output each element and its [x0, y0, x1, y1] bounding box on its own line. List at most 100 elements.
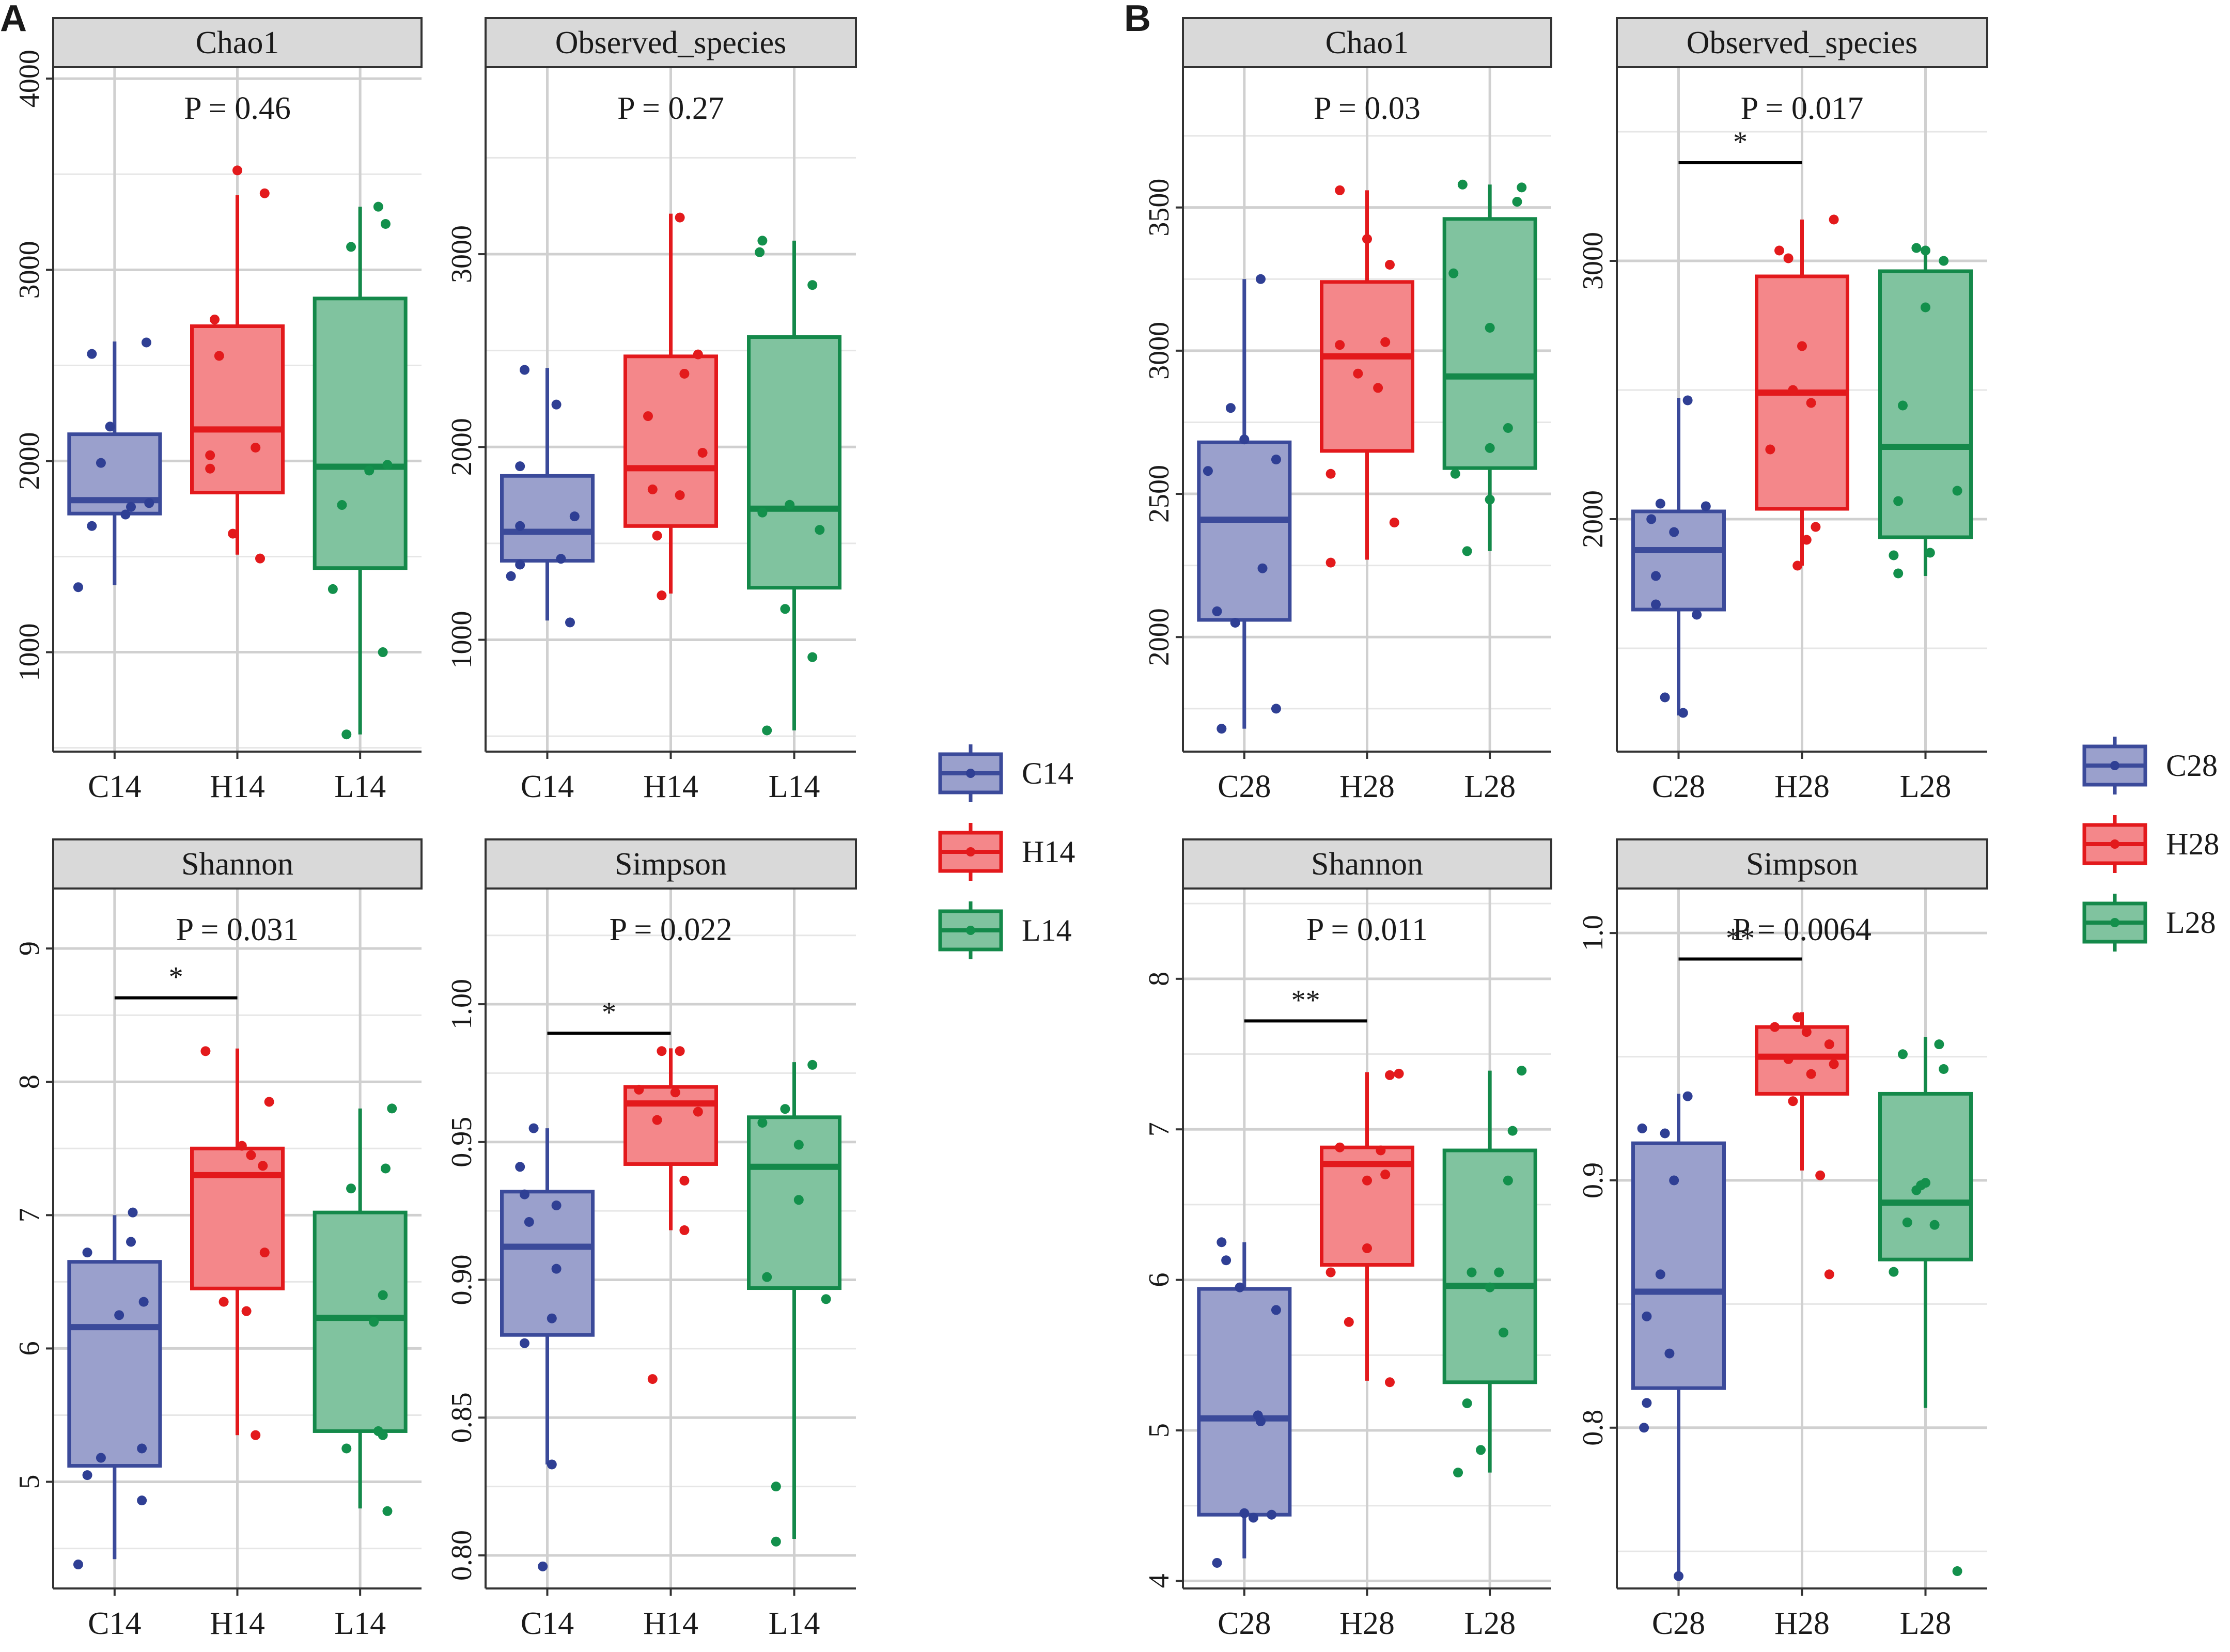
data-point [205, 450, 215, 460]
legend-day14: C14 H14 L14 [938, 744, 1075, 959]
data-point [815, 525, 825, 535]
box-c14 [500, 1128, 595, 1464]
data-point [1692, 610, 1702, 620]
significance-label: ** [1291, 984, 1320, 1016]
data-point [1911, 243, 1922, 253]
data-point [1453, 1468, 1463, 1478]
data-point [755, 247, 765, 257]
box-iqr [313, 297, 408, 570]
x-tick-label: H28 [1774, 1606, 1830, 1641]
data-point [126, 1237, 136, 1247]
data-point [373, 201, 383, 212]
data-point [1362, 234, 1372, 244]
y-tick-label: 2000 [13, 432, 45, 490]
data-point [1646, 514, 1657, 524]
legend-label: H14 [1022, 835, 1075, 869]
box-iqr [1442, 217, 1537, 470]
data-point [1225, 403, 1236, 413]
facet-a-observed_species: P = 0.27 1000 2000 3000 C14 H14 L14 Observed_sp… [446, 17, 857, 804]
data-point [82, 1248, 92, 1258]
data-point [1256, 1416, 1266, 1427]
data-point [1485, 322, 1495, 333]
data-point [807, 280, 818, 290]
data-point [1380, 1170, 1391, 1180]
data-point [780, 604, 790, 614]
box-iqr [1197, 440, 1292, 622]
data-point [346, 1183, 356, 1194]
data-point [793, 1140, 804, 1150]
data-point [1462, 546, 1472, 556]
data-point [1385, 1377, 1395, 1388]
data-point [1517, 182, 1527, 193]
box-h14 [623, 213, 718, 594]
data-point [82, 1470, 92, 1480]
data-point [219, 1297, 229, 1307]
data-point [1639, 1423, 1649, 1433]
data-point [369, 1317, 379, 1327]
legend-label: C28 [2166, 749, 2218, 783]
y-tick-label: 1000 [446, 611, 478, 669]
legend-key-point [2110, 761, 2119, 770]
data-point [1651, 571, 1661, 581]
data-point [670, 1087, 680, 1098]
p-value-label: P = 0.022 [610, 912, 732, 947]
data-point [675, 212, 685, 223]
data-point [1256, 274, 1266, 284]
box-l28 [1878, 1037, 1973, 1408]
y-tick-label: 5 [13, 1475, 45, 1489]
legend-day28: C28 H28 L28 [2082, 737, 2219, 952]
data-point [1929, 1220, 1940, 1230]
y-tick-label: 3000 [1577, 232, 1609, 290]
data-point [259, 1248, 270, 1258]
data-point [382, 460, 393, 470]
data-point [679, 368, 690, 379]
data-point [1494, 1267, 1504, 1277]
data-point [1792, 1012, 1803, 1022]
facet-title: Chao1 [1325, 25, 1409, 60]
data-point [141, 337, 151, 348]
data-point [1925, 548, 1935, 558]
facet-strip [1182, 17, 1552, 68]
x-tick-label: C14 [521, 1606, 574, 1641]
facet-title: Shannon [181, 847, 293, 882]
data-point [515, 1162, 525, 1172]
data-point [520, 1189, 529, 1199]
data-point [1889, 1267, 1899, 1277]
data-point [364, 465, 375, 476]
data-point [675, 1046, 685, 1056]
data-point [697, 447, 708, 458]
y-tick-label: 2000 [1577, 490, 1609, 548]
box-c28 [1197, 1242, 1292, 1559]
legend-key-point [2110, 839, 2119, 849]
data-point [1824, 1039, 1834, 1050]
panel-letter-b: B [1124, 0, 1151, 39]
data-point [693, 349, 703, 360]
x-tick-label: L14 [334, 769, 386, 804]
data-point [1921, 1178, 1930, 1188]
data-point [679, 1175, 690, 1186]
x-tick-label: H28 [1339, 769, 1395, 804]
data-point [757, 1117, 768, 1128]
legend-entry-l14: L14 [938, 901, 1072, 959]
box-iqr [67, 1260, 162, 1468]
data-point [515, 461, 525, 472]
y-tick-label: 6 [1143, 1273, 1175, 1287]
data-point [1898, 1049, 1908, 1059]
p-value-label: P = 0.03 [1314, 91, 1421, 126]
box-h28 [1755, 220, 1849, 566]
data-point [693, 1106, 703, 1117]
x-tick-label: C14 [521, 769, 574, 804]
x-tick-label: H28 [1339, 1606, 1395, 1641]
data-point [1655, 1269, 1665, 1280]
data-point [1450, 469, 1460, 479]
data-point [1217, 724, 1227, 734]
y-tick-label: 8 [13, 1074, 45, 1089]
data-point [1203, 466, 1213, 476]
data-point [793, 1195, 804, 1205]
y-tick-label: 4 [1143, 1573, 1175, 1588]
y-tick-label: 0.8 [1577, 1410, 1609, 1446]
data-point [551, 1264, 562, 1274]
y-tick-label: 3000 [1143, 322, 1175, 380]
data-point [137, 1495, 147, 1506]
